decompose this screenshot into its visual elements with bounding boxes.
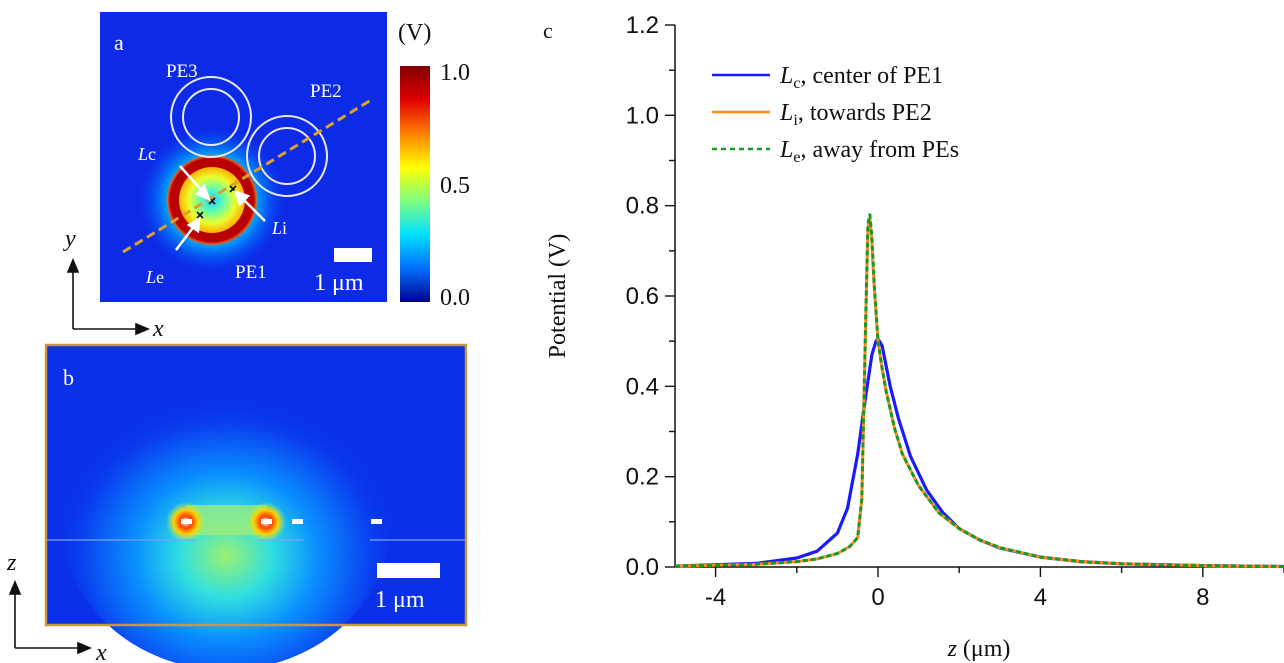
li-label: Li xyxy=(271,218,287,238)
axis-x-label-b: x xyxy=(95,640,107,663)
pe2-outer-circle xyxy=(246,115,328,197)
chart-series xyxy=(674,213,1284,569)
axes-indicator-b xyxy=(8,579,93,655)
pe3-label: PE3 xyxy=(166,61,198,82)
axis-y-label: y xyxy=(63,226,76,252)
x-tick-label: -4 xyxy=(705,584,726,611)
electrode-pe1-right xyxy=(261,519,272,524)
y-tick-label: 0.0 xyxy=(626,554,659,581)
panel-c: c -4 0 4 8 0.0 0.2 0.4 0.6 0.8 1.0 1.2 Lc, center … xyxy=(543,12,1284,662)
colorbar xyxy=(400,66,430,302)
x-tick-label: 8 xyxy=(1196,584,1209,611)
legend-label-i: Li, towards PE2 xyxy=(779,100,932,129)
chart-axes xyxy=(674,25,1284,568)
chart-ticks: -4 0 4 8 0.0 0.2 0.4 0.6 0.8 1.0 1.2 xyxy=(626,12,1284,611)
colorbar-tick-mid: 0.5 xyxy=(440,173,470,199)
cut-line xyxy=(122,98,372,254)
x-tick-label: 4 xyxy=(1034,584,1047,611)
legend-label-e: Le, away from PEs xyxy=(779,137,959,166)
y-tick-label: 1.2 xyxy=(626,12,659,39)
y-axis-title: Potential (V) xyxy=(545,234,571,359)
pe2-label: PE2 xyxy=(310,81,342,102)
series-line-i xyxy=(674,217,1284,568)
arrow-li-icon xyxy=(234,190,266,222)
y-tick-label: 1.0 xyxy=(626,102,659,129)
panel-a: a PE3 PE2 PE1 Lc Li Le 1 μm (V) 1.0 0.5 … xyxy=(63,12,470,342)
panel-b-label: b xyxy=(63,365,74,390)
y-tick-label: 0.8 xyxy=(626,193,659,220)
pe1-label: PE1 xyxy=(235,262,267,283)
pe3-inner-circle xyxy=(182,88,240,146)
electrode-pe1-left xyxy=(181,519,192,524)
x-axis-title: z (μm) xyxy=(947,636,1011,662)
axis-z-label: z xyxy=(6,550,17,576)
legend-label-c: Lc, center of PE1 xyxy=(779,63,943,92)
arrow-lc-icon xyxy=(179,165,212,202)
marker-e xyxy=(196,211,204,219)
colorbar-unit: (V) xyxy=(398,20,431,46)
y-tick-label: 0.2 xyxy=(626,464,659,491)
axis-x-label-a: x xyxy=(152,316,164,342)
pe2-inner-circle xyxy=(258,127,316,185)
x-tick-label: 0 xyxy=(871,584,884,611)
series-line-c xyxy=(674,337,1284,569)
colorbar-tick-min: 0.0 xyxy=(440,285,470,311)
panel-b-scalebar xyxy=(377,563,440,578)
y-tick-label: 0.4 xyxy=(626,373,659,400)
colorbar-tick-max: 1.0 xyxy=(440,60,470,86)
panel-c-label: c xyxy=(543,18,553,43)
pe3-outer-circle xyxy=(170,76,252,158)
lc-label: Lc xyxy=(137,144,156,164)
panel-a-scalebar xyxy=(334,248,372,262)
panel-b-scalebar-label: 1 μm xyxy=(375,587,425,613)
y-tick-label: 0.6 xyxy=(626,283,659,310)
chart-legend: Lc, center of PE1 Li, towards PE2 Le, away… xyxy=(712,63,959,166)
arrow-le-icon xyxy=(175,216,201,251)
axes-indicator-a xyxy=(66,257,151,336)
electrode-pe2-right xyxy=(371,519,382,524)
panel-a-scalebar-label: 1 μm xyxy=(314,270,364,296)
panel-a-label: a xyxy=(114,30,124,55)
le-label: Le xyxy=(145,267,164,287)
electrode-pe2-left xyxy=(292,519,303,524)
series-line-e xyxy=(674,213,1284,568)
panel-b-border xyxy=(44,343,468,627)
panel-b: b 1 μm z x xyxy=(6,343,468,663)
